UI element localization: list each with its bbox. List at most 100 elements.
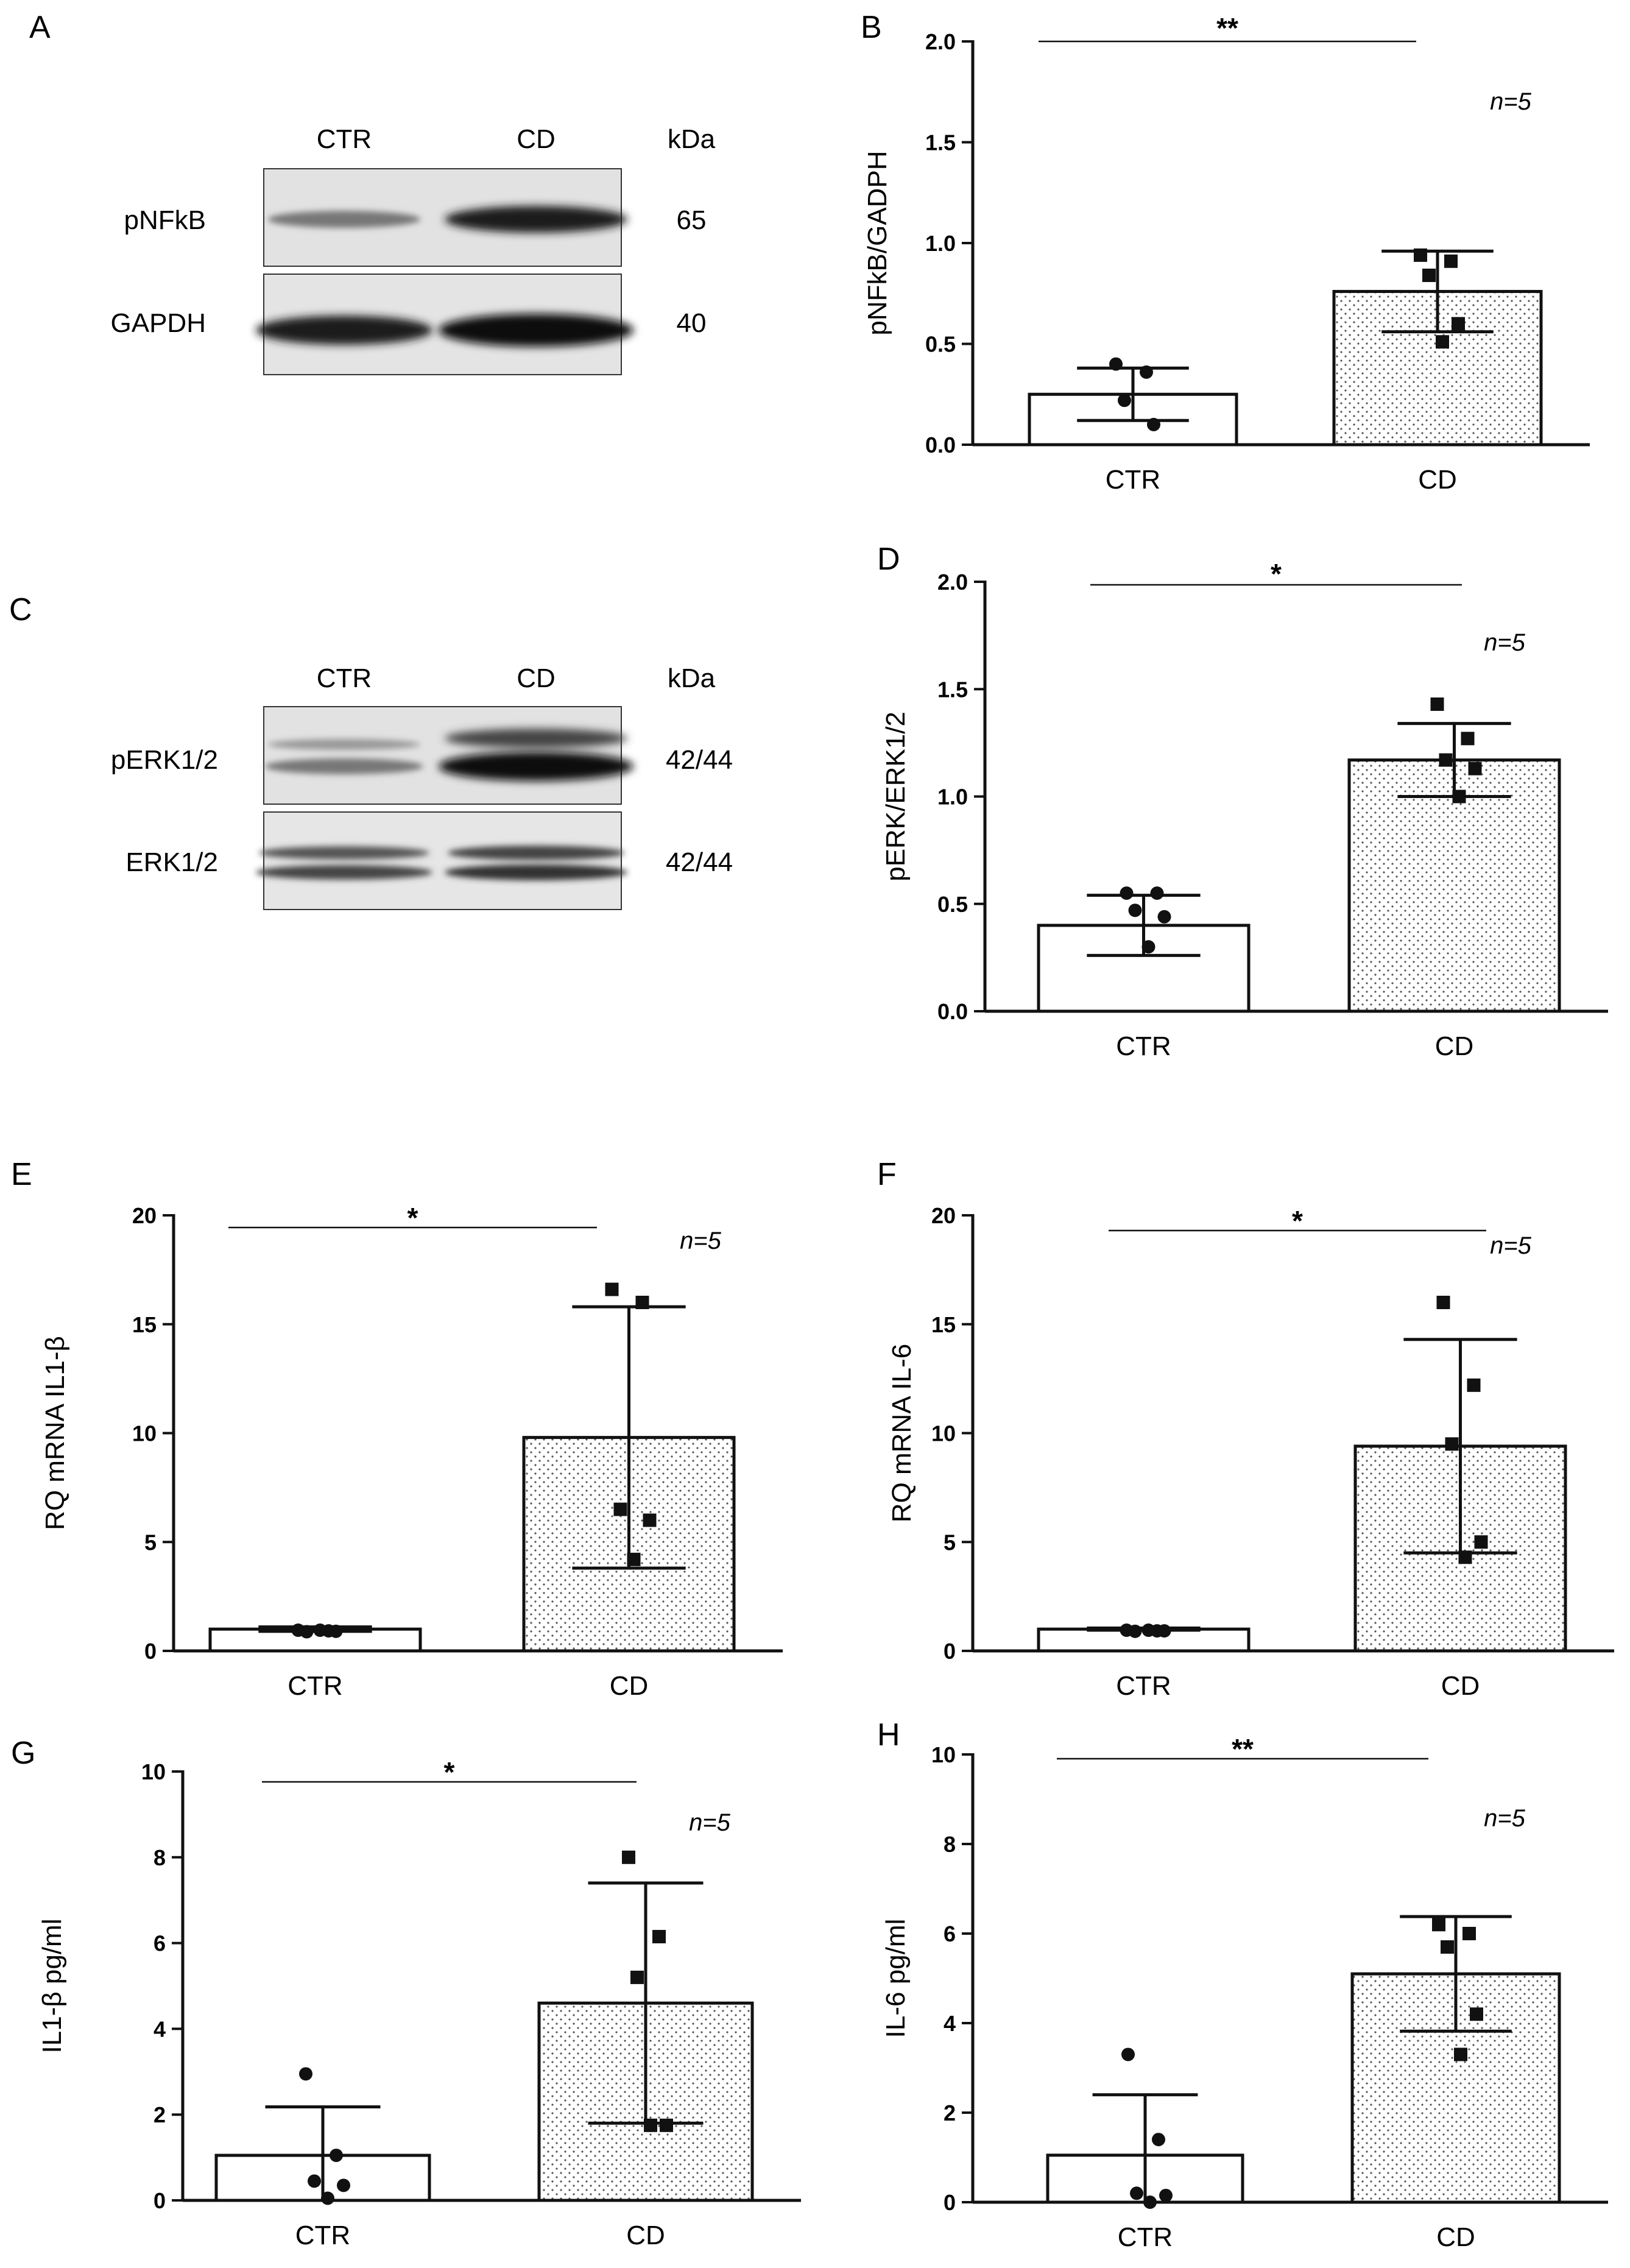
data-point (300, 1625, 314, 1639)
kda-header: kDa (668, 663, 716, 693)
data-point (643, 1513, 657, 1527)
data-point (1157, 1624, 1171, 1638)
blot-band (256, 865, 432, 880)
panel-letter: G (11, 1736, 35, 1771)
y-tick-label: 6 (153, 1931, 166, 1956)
x-tick-label: CTR (288, 1671, 342, 1701)
data-point (1152, 2133, 1165, 2147)
y-tick-label: 0.5 (925, 332, 956, 357)
x-tick-label: CD (610, 1671, 649, 1701)
y-tick-label: 2.0 (925, 29, 956, 54)
y-tick-label: 0 (144, 1639, 157, 1664)
data-point (1445, 1437, 1459, 1451)
data-point (1452, 790, 1466, 804)
blot-kda-value: 65 (677, 205, 707, 235)
data-point (299, 2067, 312, 2081)
data-point (1467, 1378, 1481, 1392)
y-tick-label: 0.0 (925, 433, 956, 457)
lane-label-ctr: CTR (317, 663, 372, 693)
y-tick-label: 4 (153, 2016, 166, 2041)
x-tick-label: CD (1418, 465, 1457, 495)
y-tick-label: 1.5 (937, 677, 968, 702)
y-tick-label: 0 (944, 2190, 956, 2215)
data-point (1436, 335, 1449, 349)
kda-header: kDa (668, 124, 716, 154)
blot-band (256, 316, 432, 345)
y-axis-label: pERK/ERK1/2 (881, 712, 911, 881)
blot-panel-a: A CTR CD kDa pNFkB 65 GAPDH 40 (29, 10, 716, 375)
data-point (313, 1623, 327, 1637)
y-axis-label: RQ mRNA IL1-β (40, 1336, 70, 1530)
data-point (627, 1552, 641, 1566)
data-point (1474, 1535, 1488, 1549)
data-point (1468, 761, 1482, 775)
blot-band (445, 206, 627, 233)
data-point (1436, 1296, 1450, 1309)
lane-label-cd: CD (517, 663, 556, 693)
blot-row-label: pERK1/2 (111, 745, 218, 775)
y-tick-label: 20 (132, 1203, 157, 1228)
blot-band (265, 758, 423, 774)
data-point (1430, 697, 1444, 711)
x-tick-label: CTR (1116, 1671, 1171, 1701)
blot-band (268, 739, 420, 750)
data-point (1118, 394, 1131, 408)
panel-letter-c: C (9, 592, 32, 627)
chart-panel-g: G 0 2 4 6 8 10 IL1-β pg/ml CTR CD * n=5 (11, 1736, 801, 2250)
data-point (1141, 1623, 1155, 1637)
panel-letter: D (877, 542, 900, 577)
data-point (1439, 753, 1453, 767)
y-tick-label: 15 (132, 1312, 157, 1337)
chart-panel-b: B 0.0 0.5 1.0 1.5 2.0 pNFkB/GADPH CTR CD ** n=5 (861, 10, 1590, 495)
data-point (644, 2118, 657, 2132)
blot-row-label: ERK1/2 (125, 847, 218, 877)
data-point (660, 2118, 673, 2132)
blot-band (439, 314, 633, 347)
lane-label-cd: CD (517, 124, 556, 154)
y-tick-label: 10 (132, 1421, 157, 1446)
data-point (635, 1296, 649, 1309)
data-point (1462, 1927, 1476, 1940)
x-tick-label: CD (1441, 1671, 1480, 1701)
panel-letter: E (11, 1157, 32, 1192)
significance-stars: ** (1232, 1733, 1254, 1765)
lane-label-ctr: CTR (317, 124, 372, 154)
significance-stars: * (407, 1202, 418, 1234)
n-label: n=5 (1484, 1805, 1526, 1832)
panel-letter: F (877, 1157, 897, 1192)
y-tick-label: 1.0 (937, 785, 968, 810)
y-axis-label: IL1-β pg/ml (37, 1919, 67, 2054)
x-tick-label: CTR (1116, 1031, 1171, 1061)
blot-kda-value: 42/44 (666, 847, 733, 877)
blot-band (268, 211, 420, 228)
blot-band (439, 752, 633, 781)
data-point (330, 2149, 343, 2163)
y-tick-label: 2 (944, 2100, 956, 2125)
y-tick-label: 4 (944, 2011, 956, 2036)
y-tick-label: 0 (944, 1639, 956, 1664)
x-tick-label: CTR (295, 2220, 350, 2250)
data-point (1461, 732, 1475, 746)
data-point (1441, 1940, 1454, 1954)
y-tick-label: 5 (944, 1530, 956, 1555)
chart-panel-d: D 0.0 0.5 1.0 1.5 2.0 pERK/ERK1/2 CTR CD * n=5 (877, 542, 1608, 1061)
data-point (337, 2178, 350, 2192)
significance-stars: ** (1216, 12, 1238, 44)
data-point (1422, 268, 1436, 282)
blot-panel-c: C CTR CD kDa pERK1/2 42/44 ERK1/2 42/44 (9, 592, 733, 910)
data-point (1452, 317, 1465, 331)
significance-stars: * (1292, 1205, 1303, 1237)
blot-row-label: GAPDH (111, 308, 206, 338)
blot-membrane (263, 811, 622, 910)
blot-band (448, 846, 624, 860)
data-point (1458, 1550, 1472, 1564)
data-point (605, 1282, 619, 1296)
data-point (1147, 417, 1160, 431)
y-tick-label: 20 (931, 1203, 956, 1228)
data-point (1470, 2007, 1483, 2021)
y-tick-label: 2.0 (937, 570, 968, 595)
blot-band (445, 864, 627, 880)
panel-letter: B (861, 10, 882, 45)
panel-letter-a: A (29, 10, 51, 45)
x-tick-label: CD (1436, 2222, 1475, 2252)
